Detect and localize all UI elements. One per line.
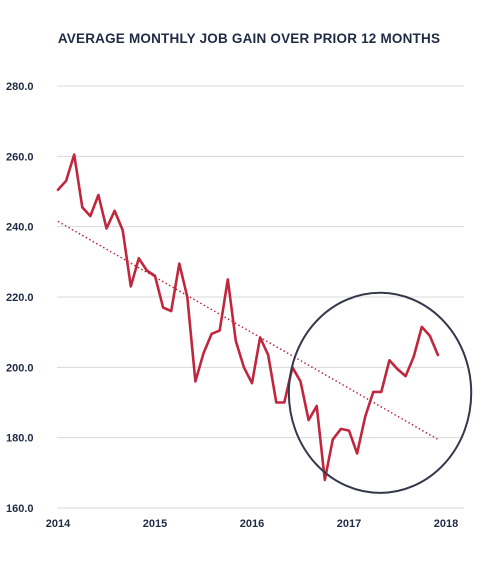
y-tick-label: 280.0 <box>6 81 34 93</box>
y-tick-label: 260.0 <box>6 151 34 163</box>
x-tick-label: 2016 <box>240 518 264 530</box>
y-tick-label: 160.0 <box>6 503 34 515</box>
trendline <box>57 220 439 441</box>
y-tick-label: 240.0 <box>6 222 34 234</box>
chart-title: AVERAGE MONTHLY JOB GAIN OVER PRIOR 12 M… <box>57 31 441 46</box>
job-gain-series-line <box>56 153 440 482</box>
y-tick-label: 200.0 <box>6 362 34 374</box>
highlight-ellipse <box>287 291 473 494</box>
y-tick-label: 180.0 <box>6 433 34 445</box>
x-tick-label: 2015 <box>143 518 167 530</box>
y-tick-label: 220.0 <box>6 292 34 304</box>
x-tick-label: 2017 <box>337 518 361 530</box>
x-tick-label: 2014 <box>46 518 71 530</box>
x-tick-label: 2018 <box>434 518 458 530</box>
